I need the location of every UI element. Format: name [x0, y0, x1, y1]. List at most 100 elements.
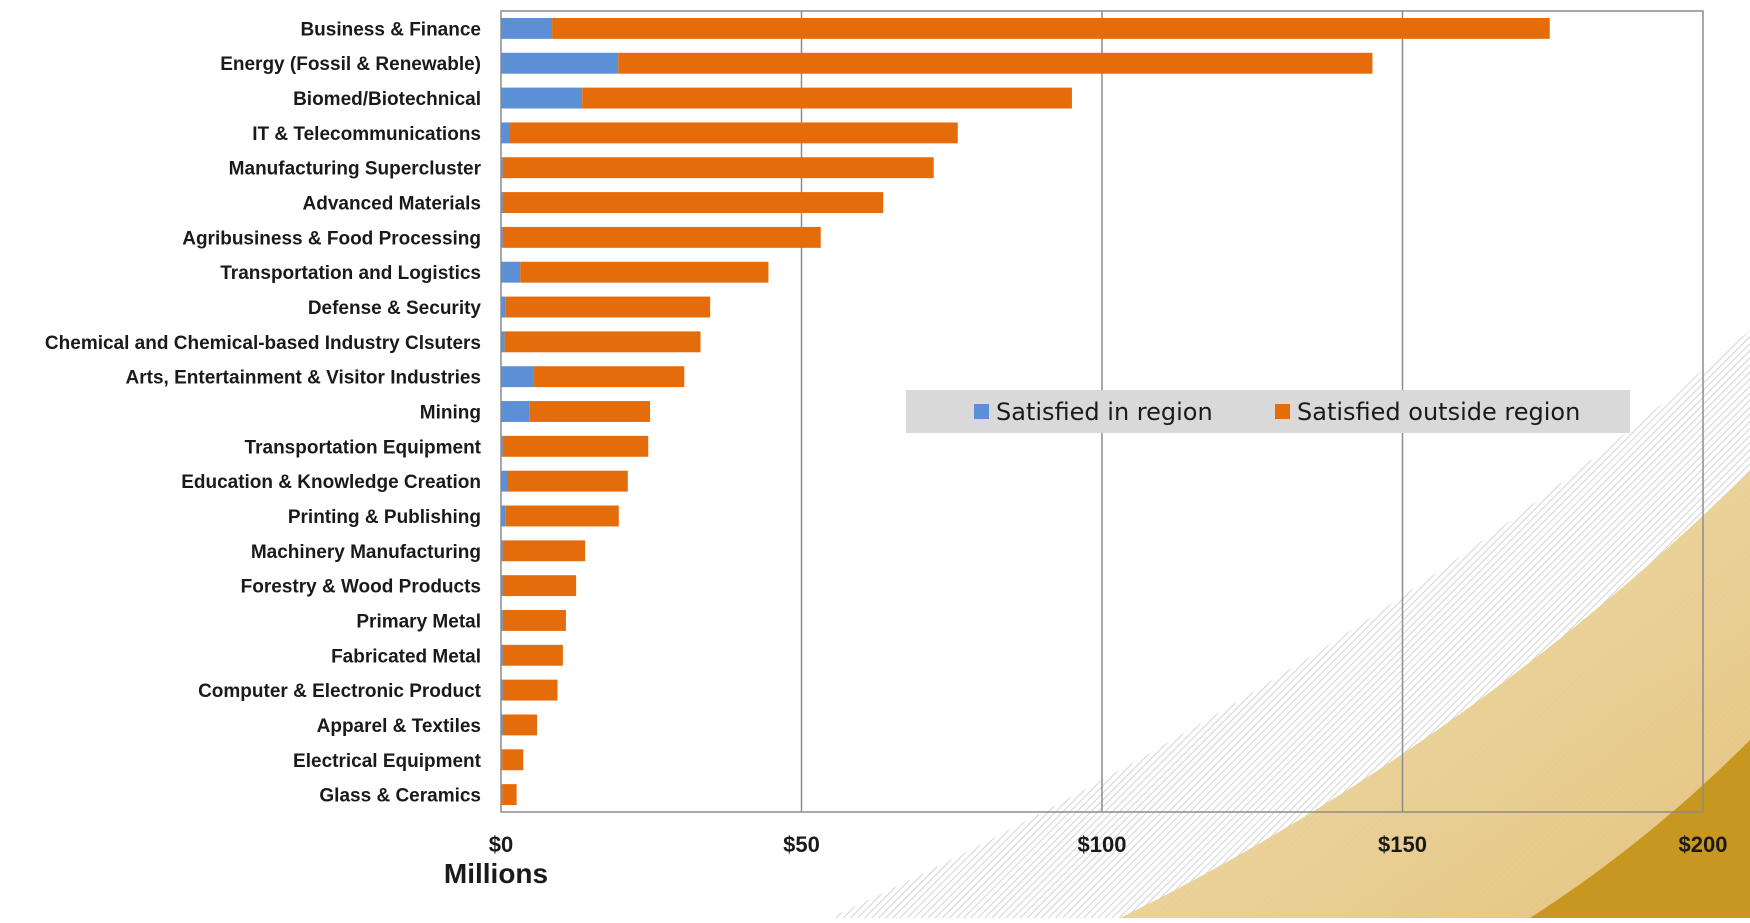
- bar-satisfied-outside-region-defense-security: [505, 296, 711, 318]
- category-label: Glass & Ceramics: [319, 786, 481, 807]
- bar-satisfied-outside-region-mining: [529, 401, 651, 422]
- bar-satisfied-in-region-computer-electronic-product: [501, 679, 503, 701]
- bar-satisfied-in-region-transportation-and-logistics: [501, 261, 521, 283]
- bar-satisfied-in-region-defense-security: [501, 296, 506, 318]
- bar-group-biomed-biotechnical: [501, 87, 1072, 109]
- bar-satisfied-outside-region-electrical-equipment: [502, 749, 524, 771]
- x-tick-label: $50: [783, 832, 820, 857]
- bar-satisfied-outside-region-forestry-wood-products: [502, 575, 577, 597]
- bar-satisfied-outside-region-energy-fossil-renewable: [618, 52, 1373, 74]
- bar-satisfied-outside-region-primary-metal: [502, 610, 566, 631]
- bar-satisfied-in-region-education-knowledge-creation: [501, 470, 508, 492]
- category-label: IT & Telecommunications: [252, 124, 481, 145]
- bar-group-energy-fossil-renewable: [501, 52, 1373, 74]
- bar-satisfied-outside-region-arts-entertainment-visitor-industries: [534, 366, 685, 388]
- x-tick-labels: $0 $50 $100 $150 $200: [489, 832, 1728, 857]
- category-label: Agribusiness & Food Processing: [182, 228, 481, 249]
- bar-satisfied-outside-region-printing-publishing: [505, 505, 619, 527]
- category-label: Electrical Equipment: [293, 751, 482, 772]
- category-label: Chemical and Chemical-based Industry Cls…: [45, 333, 481, 354]
- bar-group-apparel-textiles: [501, 714, 538, 736]
- bar-satisfied-outside-region-business-finance: [552, 17, 1550, 39]
- bar-satisfied-outside-region-advanced-materials: [502, 192, 884, 213]
- bar-satisfied-in-region-it-telecommunications: [501, 122, 511, 144]
- bar-group-primary-metal: [501, 610, 566, 631]
- bar-group-arts-entertainment-visitor-industries: [501, 366, 685, 388]
- legend: Satisfied in region Satisfied outside re…: [906, 390, 1630, 433]
- bar-group-electrical-equipment: [501, 749, 524, 771]
- bar-satisfied-outside-region-manufacturing-supercluster: [502, 157, 934, 179]
- bar-satisfied-in-region-agribusiness-food-processing: [501, 226, 503, 248]
- bar-satisfied-in-region-business-finance: [501, 17, 553, 39]
- bar-satisfied-in-region-machinery-manufacturing: [501, 540, 503, 562]
- bar-group-chemical-and-chemical-based-industry-clsuters: [501, 331, 701, 353]
- bar-satisfied-outside-region-computer-electronic-product: [502, 679, 558, 701]
- bar-satisfied-in-region-advanced-materials: [501, 192, 503, 213]
- bar-group-it-telecommunications: [501, 122, 958, 144]
- category-label: Fabricated Metal: [331, 646, 481, 667]
- bar-satisfied-outside-region-biomed-biotechnical: [582, 87, 1072, 109]
- bar-satisfied-in-region-electrical-equipment: [501, 749, 503, 771]
- legend-swatch-satisfied-outside-region: [1275, 404, 1290, 419]
- bar-group-advanced-materials: [501, 192, 884, 213]
- category-label: Transportation and Logistics: [220, 263, 481, 284]
- category-label: Business & Finance: [300, 19, 481, 40]
- bar-satisfied-in-region-manufacturing-supercluster: [501, 157, 503, 179]
- category-label: Energy (Fossil & Renewable): [220, 54, 481, 75]
- bar-satisfied-outside-region-glass-ceramics: [502, 784, 517, 806]
- bar-group-glass-ceramics: [501, 784, 517, 806]
- category-label: Printing & Publishing: [288, 507, 481, 528]
- bar-satisfied-outside-region-agribusiness-food-processing: [502, 226, 821, 248]
- category-label: Arts, Entertainment & Visitor Industries: [126, 368, 481, 389]
- bar-satisfied-in-region-arts-entertainment-visitor-industries: [501, 366, 535, 388]
- legend-label-satisfied-in-region: Satisfied in region: [996, 398, 1213, 426]
- bar-satisfied-in-region-apparel-textiles: [501, 714, 503, 736]
- category-label: Biomed/Biotechnical: [293, 89, 481, 110]
- bar-satisfied-outside-region-transportation-equipment: [502, 435, 649, 457]
- x-tick-label: $100: [1078, 832, 1127, 857]
- bar-satisfied-outside-region-chemical-and-chemical-based-industry-clsuters: [504, 331, 701, 353]
- bar-group-manufacturing-supercluster: [501, 157, 934, 179]
- category-label: Transportation Equipment: [245, 437, 482, 458]
- bar-group-machinery-manufacturing: [501, 540, 586, 562]
- bar-group-transportation-equipment: [501, 435, 649, 457]
- bar-satisfied-in-region-chemical-and-chemical-based-industry-clsuters: [501, 331, 505, 353]
- bar-satisfied-outside-region-it-telecommunications: [510, 122, 958, 144]
- bar-satisfied-outside-region-machinery-manufacturing: [502, 540, 586, 562]
- x-tick-label: $200: [1679, 832, 1728, 857]
- category-label: Machinery Manufacturing: [251, 542, 481, 563]
- category-label: Defense & Security: [308, 298, 482, 319]
- category-label: Primary Metal: [356, 611, 481, 632]
- light-swoosh: [1120, 470, 1750, 918]
- category-label: Computer & Electronic Product: [198, 681, 482, 702]
- bar-satisfied-in-region-fabricated-metal: [501, 644, 503, 666]
- bar-satisfied-outside-region-fabricated-metal: [502, 644, 563, 666]
- bar-satisfied-in-region-glass-ceramics: [501, 784, 503, 806]
- dark-swoosh: [1530, 740, 1750, 918]
- bar-satisfied-in-region-mining: [501, 401, 530, 422]
- bar-group-defense-security: [501, 296, 711, 318]
- bar-satisfied-outside-region-transportation-and-logistics: [520, 261, 769, 283]
- bars: [501, 17, 1550, 806]
- bar-group-education-knowledge-creation: [501, 470, 628, 492]
- category-label: Forestry & Wood Products: [241, 577, 481, 598]
- category-label: Mining: [420, 403, 481, 424]
- bar-satisfied-outside-region-apparel-textiles: [502, 714, 538, 736]
- category-label: Advanced Materials: [303, 194, 481, 215]
- legend-label-satisfied-outside-region: Satisfied outside region: [1297, 398, 1580, 426]
- bar-satisfied-in-region-primary-metal: [501, 610, 503, 631]
- bar-group-computer-electronic-product: [501, 679, 558, 701]
- background-decoration: [830, 330, 1750, 918]
- bar-group-transportation-and-logistics: [501, 261, 769, 283]
- x-axis-title: Millions: [444, 858, 548, 889]
- bar-satisfied-outside-region-education-knowledge-creation: [507, 470, 628, 492]
- bar-group-fabricated-metal: [501, 644, 563, 666]
- bar-satisfied-in-region-biomed-biotechnical: [501, 87, 583, 109]
- category-labels: Business & Finance Energy (Fossil & Renew…: [45, 19, 482, 806]
- bar-group-agribusiness-food-processing: [501, 226, 821, 248]
- category-label: Manufacturing Supercluster: [229, 159, 482, 180]
- bar-satisfied-in-region-printing-publishing: [501, 505, 506, 527]
- x-tick-label: $150: [1378, 832, 1427, 857]
